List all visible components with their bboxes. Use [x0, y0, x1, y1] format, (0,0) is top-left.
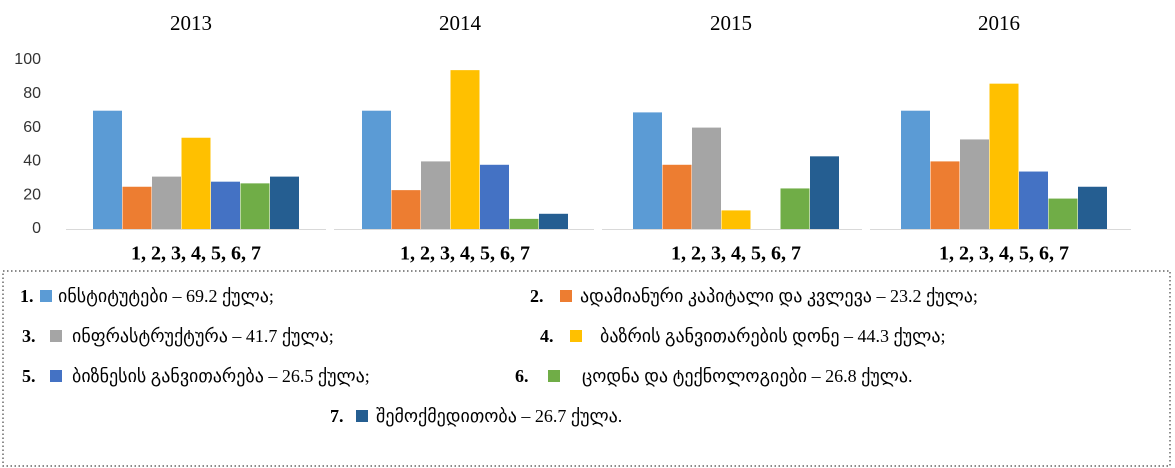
- y-tick-label: 0: [32, 220, 41, 237]
- y-tick-label: 100: [14, 51, 41, 68]
- bar: [721, 210, 751, 229]
- legend-label: შემოქმედითობა – 26.7 ქულა.: [376, 406, 622, 426]
- y-tick-label: 80: [23, 85, 41, 102]
- group-label: 1, 2, 3, 4, 5, 6, 7: [400, 243, 530, 265]
- y-tick-label: 60: [23, 119, 41, 136]
- bar: [692, 127, 721, 229]
- bar: [1019, 171, 1048, 229]
- bar: [421, 161, 450, 229]
- bar: [509, 218, 539, 229]
- legend-number: 2.: [530, 286, 544, 306]
- y-tick-label: 20: [23, 186, 41, 203]
- bar: [901, 110, 930, 229]
- y-tick-label: 40: [23, 153, 41, 170]
- legend-number: 6.: [515, 366, 529, 386]
- bar: [960, 139, 989, 229]
- legend-label: ინსტიტუტები – 69.2 ქულა;: [58, 286, 274, 306]
- bar: [450, 70, 480, 229]
- bar: [93, 110, 122, 229]
- bar: [662, 164, 692, 229]
- bar: [539, 213, 568, 229]
- year-label: 2014: [439, 11, 482, 35]
- group-label: 1, 2, 3, 4, 5, 6, 7: [939, 243, 1069, 265]
- group-label: 1, 2, 3, 4, 5, 6, 7: [671, 243, 801, 265]
- legend-swatch: [570, 330, 582, 342]
- bar: [211, 181, 240, 229]
- legend-swatch: [560, 290, 572, 302]
- legend-number: 1.: [20, 286, 34, 306]
- legend-swatch: [50, 330, 62, 342]
- bar: [270, 176, 299, 229]
- legend-swatch: [356, 410, 368, 422]
- bar: [780, 188, 810, 229]
- bar: [989, 83, 1019, 229]
- bar: [1048, 198, 1078, 229]
- year-label: 2013: [170, 11, 212, 35]
- bar: [122, 186, 152, 229]
- legend-swatch: [548, 370, 560, 382]
- legend-label: ცოდნა და ტექნოლოგიები – 26.8 ქულა.: [582, 366, 913, 386]
- bar: [152, 176, 181, 229]
- bar: [633, 112, 662, 229]
- legend-number: 3.: [22, 326, 36, 346]
- legend-swatch: [50, 370, 62, 382]
- legend-number: 7.: [330, 406, 344, 426]
- legend-label: ბიზნესის განვითარება – 26.5 ქულა;: [72, 366, 370, 386]
- bar: [240, 183, 270, 229]
- year-label: 2016: [978, 11, 1020, 35]
- year-label: 2015: [710, 11, 752, 35]
- legend-label: ინფრასტრუქტურა – 41.7 ქულა;: [72, 326, 334, 346]
- legend-box: [2, 270, 1171, 467]
- bar: [362, 110, 391, 229]
- bar: [1078, 186, 1107, 229]
- bar: [181, 137, 211, 229]
- legend-number: 5.: [22, 366, 36, 386]
- bar: [810, 156, 839, 229]
- legend-number: 4.: [540, 326, 554, 346]
- group-label: 1, 2, 3, 4, 5, 6, 7: [131, 243, 261, 265]
- bar: [391, 190, 421, 229]
- legend-label: ადამიანური კაპიტალი და კვლევა – 23.2 ქულ…: [580, 286, 978, 306]
- legend-label: ბაზრის განვითარების დონე – 44.3 ქულა;: [600, 326, 945, 346]
- bar: [930, 161, 960, 229]
- legend-swatch: [40, 290, 52, 302]
- bar: [480, 164, 509, 229]
